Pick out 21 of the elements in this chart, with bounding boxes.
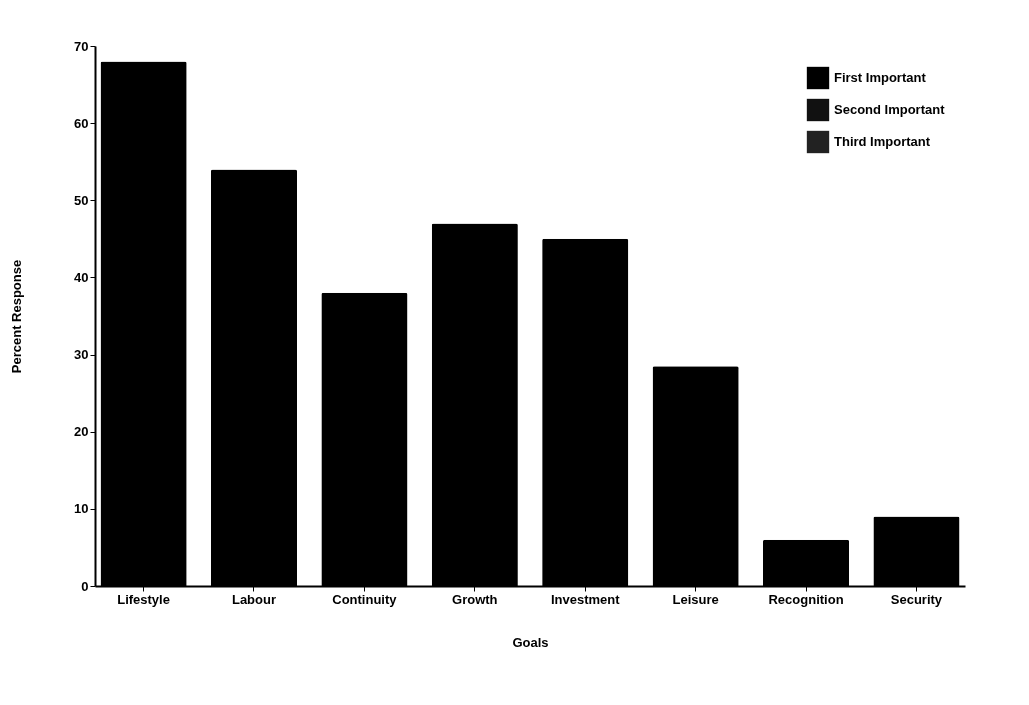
x-tick-label: Lifestyle	[117, 591, 170, 607]
y-tick-label: 20	[74, 424, 89, 440]
x-tick-label: Security	[890, 591, 943, 607]
y-tick-label: 30	[74, 347, 89, 363]
y-tick-label: 0	[81, 578, 89, 594]
x-tick-label: Leisure	[672, 591, 719, 607]
y-tick-label: 60	[74, 115, 89, 131]
legend-label: First Important	[834, 70, 927, 85]
x-tick-label: Investment	[550, 591, 621, 607]
legend-label: Third Important	[834, 134, 931, 149]
y-axis-title: Percent Response	[9, 259, 25, 374]
x-tick-label: Labour	[231, 591, 277, 607]
y-tick-label: 40	[74, 269, 89, 285]
x-tick-label: Recognition	[768, 591, 844, 607]
x-axis-title: Goals	[512, 634, 549, 650]
x-tick-label: Growth	[452, 591, 498, 607]
y-tick-label: 10	[74, 501, 89, 517]
x-tick-label: Continuity	[332, 591, 398, 607]
y-tick-label: 70	[74, 38, 89, 54]
y-tick-label: 50	[74, 192, 89, 208]
legend-label: Second Important	[834, 102, 946, 117]
